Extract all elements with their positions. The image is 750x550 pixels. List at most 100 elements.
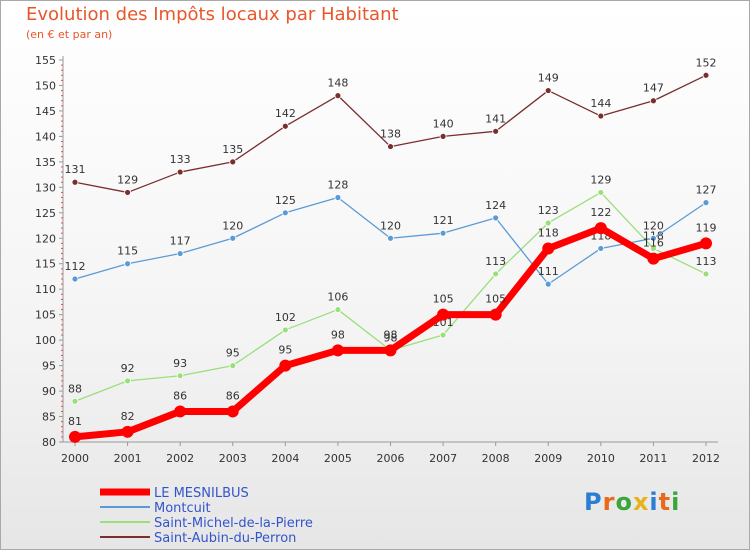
data-label: 140 (433, 117, 454, 130)
data-label: 106 (327, 291, 348, 304)
data-point (492, 214, 500, 222)
logo-letter: i (649, 488, 659, 516)
data-point (489, 308, 502, 321)
legend-item-1: Montcuit (100, 501, 211, 516)
data-label: 138 (380, 128, 401, 141)
y-tick-label: 100 (35, 334, 56, 347)
data-point (226, 405, 239, 418)
chart-title: Evolution des Impôts locaux par Habitant (26, 4, 399, 25)
data-label: 117 (170, 235, 191, 248)
logo-letter: t (658, 488, 672, 516)
data-point (124, 189, 131, 196)
data-label: 127 (696, 184, 717, 197)
data-label: 98 (384, 331, 398, 344)
data-label: 112 (65, 260, 86, 273)
data-point (334, 194, 342, 201)
data-point (334, 92, 342, 100)
data-point (544, 219, 552, 227)
data-point (542, 242, 555, 255)
logo-letter: i (671, 488, 681, 516)
x-tick-label: 2010 (587, 452, 615, 465)
x-tick-label: 2008 (482, 452, 510, 465)
data-point (650, 245, 657, 252)
x-tick-label: 2000 (61, 452, 89, 465)
x-tick-label: 2011 (639, 452, 667, 465)
data-point (650, 97, 657, 105)
logo-letter: o (615, 488, 633, 516)
data-point (702, 71, 710, 79)
data-label: 152 (696, 56, 717, 69)
y-tick-label: 120 (35, 232, 56, 245)
data-point (174, 405, 187, 418)
data-point (124, 260, 131, 268)
y-tick-label: 140 (35, 130, 56, 143)
data-label: 93 (173, 357, 187, 370)
logo-letter: P (584, 488, 603, 516)
data-point (594, 222, 607, 235)
data-label: 148 (327, 77, 348, 90)
data-label: 120 (380, 219, 401, 232)
axes: 80 85 90 95 100 105 110 115 120 125 130 135 140 145 15… (35, 54, 720, 465)
data-point (650, 234, 657, 242)
data-label: 98 (384, 328, 398, 341)
data-point (384, 344, 397, 357)
data-label: 102 (275, 311, 296, 324)
x-tick-label: 2006 (377, 452, 405, 465)
logo-letter: r (602, 488, 616, 516)
data-point (492, 270, 500, 278)
legend-label: LE MESNILBUS (154, 486, 249, 501)
data-label: 116 (643, 237, 664, 250)
data-point (702, 199, 710, 207)
data-point (281, 122, 289, 130)
y-tick-label: 145 (35, 105, 56, 118)
legend-label: Saint-Aubin-du-Perron (154, 531, 296, 546)
series-1: 112 115 117 120 125 128 120 121 124 111 118 120 127 (65, 179, 717, 288)
data-label: 120 (222, 219, 243, 232)
data-label: 82 (121, 410, 135, 423)
data-label: 95 (226, 347, 240, 360)
data-label: 123 (538, 204, 559, 217)
data-point (71, 275, 79, 283)
data-label: 129 (117, 173, 138, 186)
y-tick-label: 115 (35, 258, 56, 271)
data-label: 149 (538, 72, 559, 85)
data-label: 86 (226, 389, 240, 402)
data-point (544, 87, 552, 94)
x-tick-label: 2007 (429, 452, 457, 465)
data-point (597, 189, 605, 196)
x-tick-label: 2009 (534, 452, 562, 465)
data-label: 125 (275, 194, 296, 207)
data-label: 92 (121, 362, 135, 375)
data-label: 121 (433, 214, 454, 227)
legend-label: Saint-Michel-de-la-Pierre (154, 516, 313, 531)
series-0: 81 82 86 86 95 98 98 105 105 118 122 116 119 (68, 206, 717, 443)
data-point (176, 250, 184, 257)
y-tick-label: 105 (35, 309, 56, 322)
data-point (437, 308, 450, 321)
data-point (647, 252, 660, 265)
x-tick-label: 2001 (114, 452, 142, 465)
data-label: 124 (485, 199, 506, 212)
x-tick-label: 2005 (324, 452, 352, 465)
data-point (439, 331, 447, 339)
x-tick-label: 2003 (219, 452, 247, 465)
y-tick-label: 80 (42, 436, 56, 449)
y-tick-label: 155 (35, 54, 56, 67)
y-tick-label: 150 (35, 79, 56, 92)
series-2: 8892939510210698101113123129118113 (68, 173, 717, 405)
legend-item-3: Saint-Aubin-du-Perron (100, 531, 296, 546)
data-label: 128 (327, 179, 348, 192)
data-point (334, 306, 342, 313)
data-point (700, 237, 712, 250)
data-label: 115 (117, 245, 138, 258)
data-point (281, 326, 289, 334)
data-point (439, 132, 447, 140)
data-label: 113 (696, 255, 717, 268)
data-point (176, 372, 184, 380)
data-point (124, 377, 131, 385)
data-point (281, 209, 289, 217)
data-label: 95 (278, 344, 292, 357)
data-label: 131 (65, 163, 86, 176)
